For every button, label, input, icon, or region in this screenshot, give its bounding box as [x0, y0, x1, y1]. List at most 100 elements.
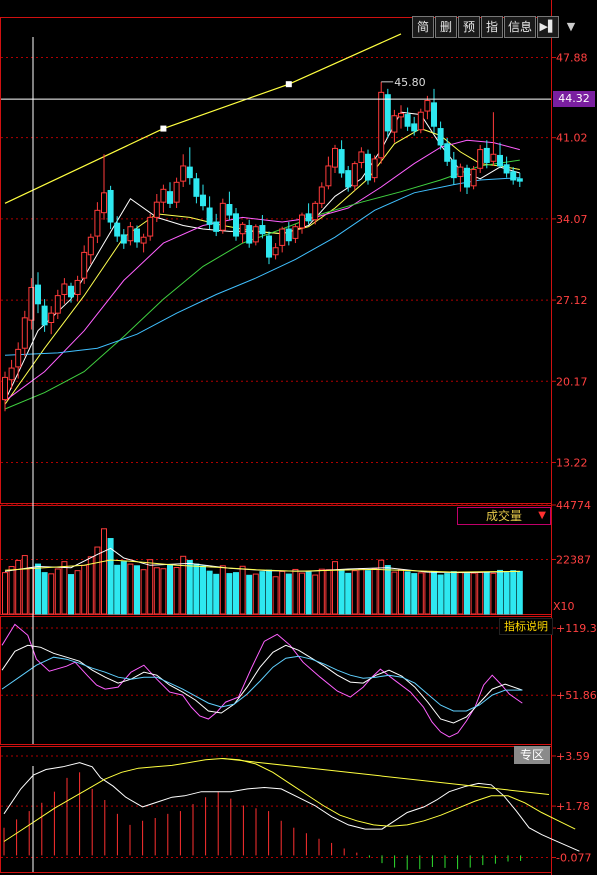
volume-tick-label: 44774 — [556, 499, 591, 512]
candle-body — [318, 186, 325, 204]
volume-bar — [457, 571, 464, 615]
candle-body — [8, 367, 15, 381]
candle-body — [411, 123, 418, 132]
volume-bar — [107, 538, 114, 615]
volume-bar — [239, 565, 246, 615]
macd-tick-label: +3.59 — [556, 750, 590, 763]
volume-bar — [127, 563, 134, 615]
volume-bar — [68, 574, 74, 615]
candle-body — [246, 225, 253, 244]
volume-bar — [101, 528, 107, 615]
volume-bar — [365, 570, 371, 615]
candle-body — [464, 167, 470, 188]
play-end-icon[interactable]: ▶▌ — [537, 16, 559, 38]
price-tick-label: 41.02 — [556, 132, 588, 145]
indicator-button[interactable]: 指 — [481, 16, 503, 38]
volume-bar — [252, 573, 259, 615]
trend-line — [4, 33, 402, 204]
candle-body — [2, 376, 8, 401]
price-tick-label: 34.07 — [556, 213, 588, 226]
candle-body — [15, 348, 22, 368]
candle-body — [351, 163, 358, 187]
candle-body — [510, 171, 517, 181]
volume-bar — [477, 571, 484, 615]
volume-unit-label: X10 — [553, 600, 575, 613]
candle-body — [279, 228, 286, 246]
volume-panel — [2, 528, 523, 615]
volume-bar — [213, 573, 220, 615]
volume-bar — [8, 566, 15, 615]
indicator-panel — [1, 623, 523, 738]
indicator-line — [1, 623, 523, 738]
volume-bar — [497, 569, 503, 615]
volume-bar — [120, 561, 127, 615]
candle-body — [101, 192, 107, 214]
candle-body — [35, 284, 41, 305]
candle-body — [54, 295, 61, 314]
indicator-help-button[interactable]: 指标说明 — [499, 618, 553, 635]
zone-button[interactable]: 专区 — [514, 746, 550, 764]
candle-body — [384, 94, 391, 132]
info-button[interactable]: 信息 — [504, 16, 536, 38]
volume-bar — [134, 565, 140, 615]
high-label: 45.80 — [394, 76, 426, 89]
volume-bar — [54, 568, 61, 615]
candle-body — [186, 166, 193, 179]
volume-bar — [345, 572, 352, 615]
volume-bar — [279, 570, 286, 615]
volume-ma5-line — [4, 547, 520, 574]
candle-body — [28, 286, 35, 321]
candle-body — [285, 228, 292, 242]
volume-bar — [332, 561, 338, 615]
simplify-button[interactable]: 简 — [412, 16, 434, 38]
candle-body — [200, 194, 206, 207]
volume-bar — [193, 563, 200, 615]
candle-body — [114, 222, 121, 237]
volume-indicator-label: 成交量 — [485, 509, 522, 523]
price-ma20-line — [4, 139, 520, 402]
candle-body — [134, 228, 140, 243]
price-ma60-line — [4, 177, 520, 356]
macd-panel — [3, 757, 580, 870]
volume-bar — [114, 564, 121, 615]
crosshair — [1, 37, 551, 872]
volume-bar — [226, 573, 233, 615]
candle-body — [404, 114, 411, 127]
price-tick-label: 47.88 — [556, 52, 588, 65]
candle-body — [213, 221, 220, 232]
volume-bar — [351, 570, 358, 615]
volume-bar — [35, 563, 41, 615]
volume-bar — [167, 564, 173, 615]
candle-body — [272, 247, 279, 256]
candle-body — [490, 153, 497, 162]
candle-body — [81, 251, 88, 279]
volume-bar — [510, 570, 517, 615]
candle-body — [180, 165, 187, 182]
current-price-tag: 44.32 — [553, 91, 595, 108]
volume-bar — [312, 574, 319, 615]
volume-bar — [206, 570, 213, 615]
forecast-button[interactable]: 预 — [458, 16, 480, 38]
indicator-line — [1, 655, 523, 712]
volume-bar — [398, 569, 404, 615]
volume-bar — [305, 571, 312, 615]
candle-body — [345, 170, 352, 188]
candle-body — [87, 236, 94, 256]
candle-body — [371, 158, 378, 179]
candle-body — [21, 317, 28, 349]
candle-body — [147, 216, 154, 237]
candle-body — [503, 164, 510, 174]
candle-body — [120, 234, 127, 244]
trend-anchor — [285, 81, 292, 88]
candle-body — [391, 115, 398, 133]
chevron-down-icon[interactable]: ▼ — [560, 16, 582, 38]
candle-body — [266, 235, 272, 258]
volume-bar — [292, 568, 299, 615]
volume-indicator-select[interactable]: 成交量 ▼ — [457, 507, 551, 525]
delete-button[interactable]: 删 — [435, 16, 457, 38]
volume-bar — [233, 572, 239, 615]
candle-body — [338, 149, 345, 174]
candle-body — [173, 181, 180, 203]
volume-bar — [437, 574, 444, 615]
volume-bar — [490, 572, 497, 615]
